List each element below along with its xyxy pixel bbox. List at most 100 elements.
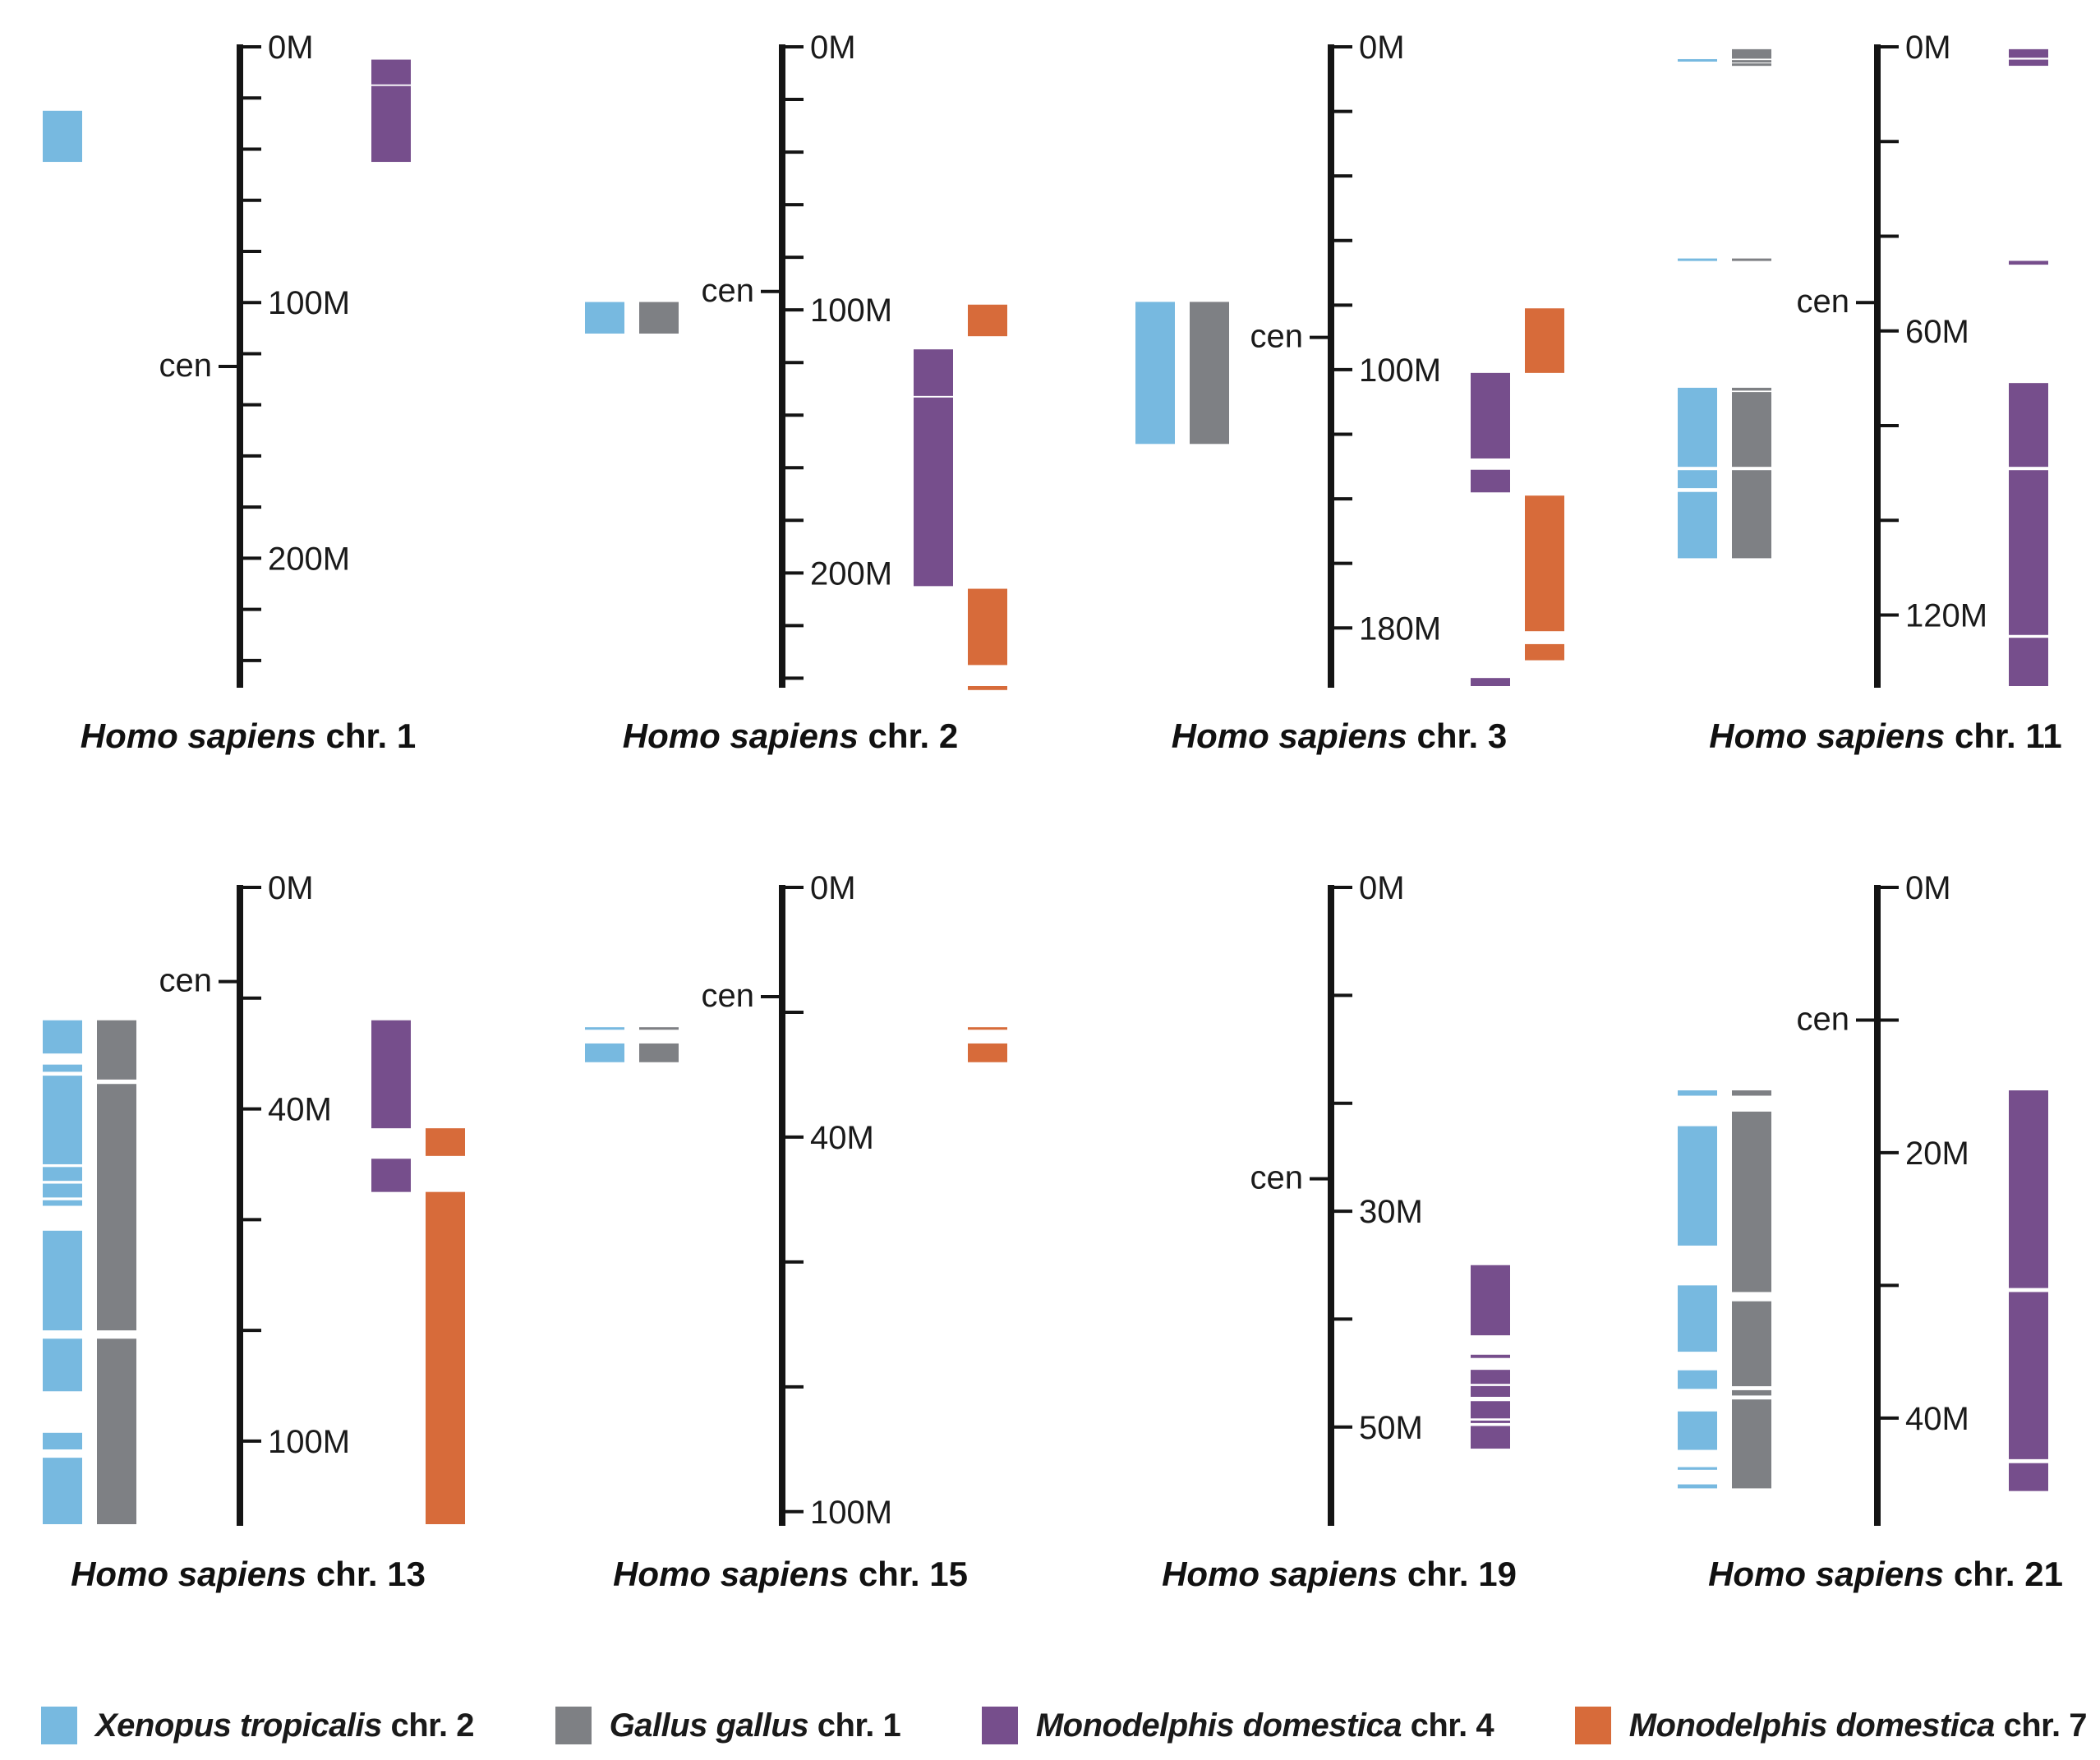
synteny-block-gal — [1732, 258, 1771, 261]
chromosome-panel: 0M 20M 40M cen Homo sapiens chr. 21 — [1678, 870, 2063, 1593]
synteny-block-mon4 — [2009, 1292, 2048, 1459]
panel-title: Homo sapiens chr. 11 — [1709, 716, 2062, 755]
synteny-block-gal — [1732, 60, 1771, 63]
synteny-block-gal — [97, 1020, 136, 1080]
synteny-block-mon4 — [2009, 1463, 2048, 1491]
synteny-block-mon4 — [371, 85, 411, 163]
synteny-block-xen — [1678, 1285, 1717, 1352]
centromere-label: cen — [159, 348, 213, 384]
synteny-block-mon4 — [1471, 1265, 1510, 1336]
synteny-block-mon4 — [2009, 1090, 2048, 1288]
synteny-block-xen — [1678, 470, 1717, 489]
synteny-block-mon7 — [426, 1191, 465, 1524]
synteny-block-mon4 — [371, 1020, 411, 1129]
chromosome-panel: 0M 100M 200M cen Homo sapiens chr. 1 — [43, 30, 416, 755]
synteny-block-mon7 — [968, 304, 1007, 337]
synteny-block-mon4 — [371, 1159, 411, 1192]
panel-title-species: Homo sapiens — [613, 1555, 849, 1593]
synteny-block-mon4 — [914, 349, 953, 396]
centromere-label: cen — [1797, 1001, 1850, 1037]
synteny-block-mon4 — [1471, 1370, 1510, 1385]
axis-tick-label: 40M — [268, 1092, 332, 1128]
synteny-block-xen — [43, 1167, 82, 1182]
synteny-block-mon4 — [1471, 469, 1510, 493]
panel-title-species: Homo sapiens — [623, 716, 859, 755]
chromosome-panel: 0M 40M 100M cen Homo sapiens chr. 15 — [585, 870, 1007, 1593]
legend-label-gallus: Gallus gallus chr. 1 — [609, 1707, 901, 1744]
chromosome-panel: 0M 100M 200M cen Homo sapiens chr. 2 — [585, 30, 1007, 755]
legend-swatch-monodelphis-chr7 — [1574, 1707, 1611, 1744]
synteny-block-mon4 — [1471, 372, 1510, 458]
synteny-block-mon7 — [1525, 308, 1564, 373]
panel-title-chromosome: chr. 3 — [1407, 716, 1507, 755]
synteny-block-xen — [1678, 1126, 1717, 1246]
legend-item-xenopus: Xenopus tropicalis chr. 2 — [41, 1707, 474, 1744]
synteny-block-xen — [43, 1064, 82, 1072]
synteny-block-gal — [1732, 392, 1771, 468]
panel-title-chromosome: chr. 15 — [849, 1555, 968, 1593]
synteny-block-gal — [1732, 1399, 1771, 1489]
synteny-block-mon4 — [2009, 383, 2048, 468]
centromere-label: cen — [1797, 283, 1850, 320]
axis-tick-label: 120M — [1905, 598, 1987, 634]
synteny-block-xen — [43, 1432, 82, 1450]
axis-tick-label: 200M — [268, 541, 350, 577]
panel-title-chromosome: chr. 19 — [1398, 1555, 1517, 1593]
synteny-block-mon4 — [1471, 1426, 1510, 1449]
synteny-block-gal — [1190, 302, 1229, 445]
axis-tick-label: 100M — [268, 285, 350, 321]
legend-item-monodelphis-chr7: Monodelphis domestica chr. 7 — [1574, 1707, 2088, 1744]
synteny-block-gal — [1732, 1090, 1771, 1096]
synteny-block-mon4 — [2009, 470, 2048, 635]
panel-title: Homo sapiens chr. 2 — [623, 716, 958, 755]
axis-tick-label: 200M — [810, 555, 892, 592]
axis-tick-label: 0M — [810, 30, 856, 66]
panel-title-chromosome: chr. 1 — [316, 716, 416, 755]
synteny-block-xen — [1678, 1484, 1717, 1489]
synteny-block-xen — [43, 1200, 82, 1206]
panel-title: Homo sapiens chr. 15 — [613, 1555, 968, 1593]
synteny-block-mon7 — [968, 588, 1007, 666]
synteny-block-xen — [1678, 58, 1717, 62]
synteny-block-gal — [1732, 1301, 1771, 1387]
chromosome-panel: 0M 40M 100M cen Homo sapiens chr. 13 — [43, 870, 465, 1593]
synteny-block-mon4 — [2009, 48, 2048, 58]
panel-title: Homo sapiens chr. 19 — [1162, 1555, 1517, 1593]
synteny-block-gal — [639, 1027, 679, 1030]
synteny-block-mon4 — [1471, 678, 1510, 686]
synteny-block-mon7 — [968, 1027, 1007, 1030]
synteny-block-mon7 — [968, 1043, 1007, 1062]
synteny-block-gal — [1732, 1389, 1771, 1396]
axis-tick-label: 100M — [1359, 352, 1441, 389]
centromere-label: cen — [1250, 1160, 1304, 1196]
axis-tick-label: 40M — [1905, 1401, 1969, 1437]
axis-tick-label: 100M — [810, 1495, 892, 1531]
axis-tick-label: 100M — [268, 1424, 350, 1460]
axis-tick-label: 0M — [1359, 30, 1405, 66]
panel-title-species: Homo sapiens — [81, 716, 316, 755]
legend-label-monodelphis-chr7: Monodelphis domestica chr. 7 — [1628, 1707, 2088, 1744]
synteny-block-xen — [585, 1043, 624, 1062]
synteny-block-gal — [97, 1338, 136, 1524]
panel-title-species: Homo sapiens — [71, 1555, 306, 1593]
axis-tick-label: 60M — [1905, 314, 1969, 350]
synteny-block-mon4 — [2009, 638, 2048, 686]
panel-title-species: Homo sapiens — [1709, 716, 1945, 755]
axis-tick-label: 30M — [1359, 1194, 1423, 1230]
legend-swatch-monodelphis-chr4 — [981, 1707, 1018, 1744]
legend-label-xenopus: Xenopus tropicalis chr. 2 — [95, 1707, 474, 1744]
synteny-block-xen — [43, 1183, 82, 1198]
synteny-block-xen — [1678, 1090, 1717, 1096]
legend-swatch-xenopus — [41, 1707, 77, 1744]
synteny-block-xen — [43, 1338, 82, 1392]
synteny-block-xen — [1678, 491, 1717, 559]
synteny-block-gal — [1732, 63, 1771, 67]
synteny-block-mon4 — [1471, 1401, 1510, 1419]
legend-label-monodelphis-chr4: Monodelphis domestica chr. 4 — [1035, 1707, 1494, 1744]
panel-title-species: Homo sapiens — [1162, 1555, 1398, 1593]
synteny-block-xen — [1678, 1370, 1717, 1389]
panel-title: Homo sapiens chr. 1 — [81, 716, 416, 755]
legend-item-monodelphis-chr4: Monodelphis domestica chr. 4 — [981, 1707, 1494, 1744]
panel-title: Homo sapiens chr. 13 — [71, 1555, 426, 1593]
synteny-block-mon7 — [1525, 643, 1564, 661]
